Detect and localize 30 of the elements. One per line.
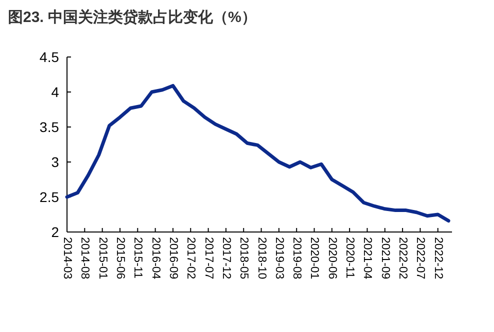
x-tick-label: 2016-04	[149, 237, 162, 280]
x-tick-label: 2015-01	[96, 237, 108, 280]
line-series	[65, 84, 450, 223]
x-tick-label: 2017-12	[220, 237, 232, 280]
x-tick-label: 2017-02	[184, 237, 197, 280]
y-tick-label: 4	[51, 84, 60, 100]
x-tick-label: 2015-06	[114, 237, 126, 280]
x-tick-label: 2019-08	[290, 237, 303, 280]
y-tick-label: 3	[51, 154, 60, 170]
x-tick-label: 2016-09	[166, 237, 179, 280]
x-tick-label: 2018-10	[255, 237, 268, 280]
x-tick-label: 2020-01	[308, 237, 320, 280]
x-tick-label: 2019-03	[272, 237, 285, 280]
x-tick-label: 2022-07	[414, 237, 426, 280]
x-tick-label: 2014-03	[61, 237, 73, 280]
y-tick-label: 4.5	[40, 49, 60, 65]
y-tick-label: 3.5	[40, 119, 60, 135]
y-tick-label: 2.5	[40, 189, 60, 205]
x-tick-label: 2020-11	[344, 237, 356, 278]
x-tick-label: 2020-06	[326, 237, 338, 280]
x-tick-label: 2021-04	[361, 237, 374, 280]
x-tick-label: 2022-02	[396, 237, 409, 280]
x-tick-label: 2022-12	[432, 237, 444, 280]
x-tick-label: 2018-05	[238, 237, 250, 280]
x-tick-label: 2021-09	[378, 237, 391, 280]
x-tick-label: 2014-08	[78, 237, 91, 280]
x-tick-label: 2017-07	[202, 237, 214, 280]
chart-title: 图23. 中国关注类贷款占比变化（%）	[8, 8, 256, 26]
x-tick-label: 2015-11	[132, 237, 144, 278]
y-tick-label: 2	[51, 224, 60, 240]
